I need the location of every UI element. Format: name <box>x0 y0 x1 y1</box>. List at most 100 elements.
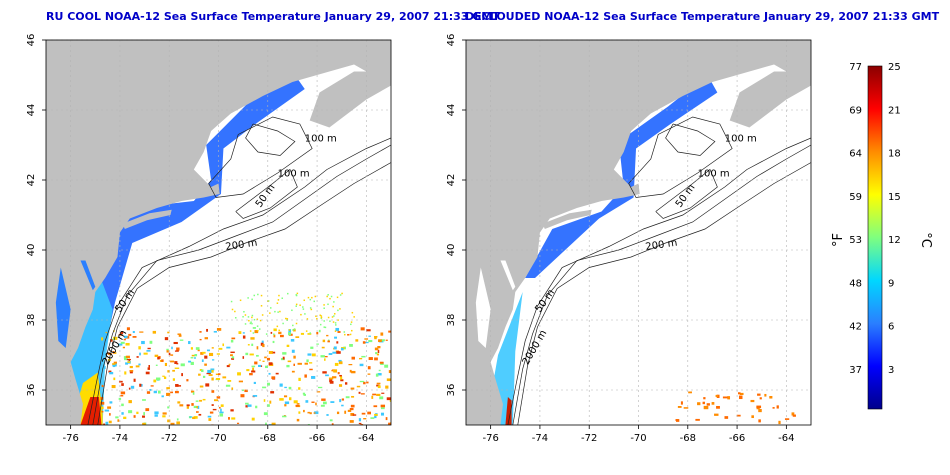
sst-pixel <box>330 401 335 403</box>
sst-pixel <box>249 353 254 356</box>
celsius-axis-label: °C <box>918 232 933 248</box>
sst-pixel <box>211 347 214 349</box>
sst-pixel <box>327 340 330 343</box>
sst-pixel <box>764 393 767 397</box>
sst-pixel <box>335 350 339 352</box>
sst-pixel <box>339 399 342 403</box>
sst-pixel <box>179 404 184 407</box>
sst-pixel <box>388 422 391 425</box>
sst-pixel <box>288 329 291 331</box>
sst-pixel <box>161 395 164 398</box>
sst-pixel <box>303 299 306 302</box>
sst-pixel <box>268 424 273 425</box>
sst-pixel <box>302 308 305 310</box>
fahrenheit-tick-label: 48 <box>849 278 862 289</box>
sst-pixel <box>377 349 380 353</box>
sst-pixel <box>329 320 331 322</box>
map-layers <box>466 40 811 425</box>
sst-pixel <box>381 392 385 394</box>
sst-pixel <box>109 413 111 416</box>
sst-pixel <box>216 396 221 399</box>
sst-pixel <box>737 392 741 395</box>
sst-pixel <box>200 352 204 355</box>
sst-pixel <box>359 380 365 383</box>
sst-pixel <box>329 419 333 422</box>
sst-pixel <box>303 409 305 413</box>
sst-pixel <box>133 378 136 382</box>
sst-pixel <box>353 316 355 318</box>
sst-pixel <box>189 416 193 418</box>
sst-pixel <box>361 412 366 415</box>
sst-pixel <box>209 411 214 414</box>
sst-pixel <box>244 323 247 325</box>
sst-pixel <box>176 385 182 387</box>
sst-pixel <box>292 329 294 331</box>
sst-pixel <box>268 372 271 375</box>
sst-pixel <box>162 412 167 415</box>
sst-pixel <box>240 394 245 398</box>
sst-pixel <box>202 375 206 378</box>
sst-pixel <box>195 347 200 350</box>
sst-pixel <box>251 417 255 421</box>
sst-pixel <box>276 325 279 328</box>
sst-pixel <box>349 369 352 373</box>
sst-pixel <box>269 307 272 309</box>
celsius-tick-label: 3 <box>888 365 894 376</box>
sst-pixel <box>149 340 153 344</box>
sst-pixel <box>118 334 123 336</box>
sst-pixel <box>310 346 314 349</box>
sst-pixel <box>277 311 279 313</box>
sst-pixel <box>222 376 227 379</box>
sst-pixel <box>216 328 222 331</box>
lon-tick-label: -74 <box>112 433 128 444</box>
sst-pixel <box>296 418 300 422</box>
sst-pixel <box>367 373 371 375</box>
sst-pixel <box>149 388 152 391</box>
fahrenheit-tick-label: 64 <box>849 149 862 160</box>
sst-pixel <box>332 376 337 379</box>
sst-pixel <box>327 294 329 296</box>
sst-pixel <box>274 310 276 313</box>
sst-pixel <box>309 362 313 364</box>
sst-pixel <box>226 346 231 349</box>
sst-pixel <box>120 391 126 395</box>
sst-pixel <box>389 400 391 402</box>
sst-pixel <box>390 328 391 332</box>
sst-pixel <box>759 397 762 400</box>
sst-pixel <box>340 376 343 380</box>
sst-pixel <box>198 373 201 376</box>
sst-pixel <box>273 334 276 338</box>
sst-pixel <box>374 415 377 419</box>
sst-pixel <box>792 414 796 417</box>
sst-pixel <box>220 404 224 407</box>
sst-pixel <box>246 369 250 372</box>
sst-pixel <box>322 401 327 405</box>
sst-pixel <box>377 345 381 349</box>
sst-pixel <box>283 395 288 398</box>
sst-pixel <box>117 343 123 346</box>
sst-pixel <box>252 367 255 371</box>
sst-pixel <box>101 384 104 388</box>
sst-pixel <box>384 364 389 368</box>
sst-pixel <box>347 334 350 336</box>
sst-pixel <box>385 417 388 421</box>
sst-pixel <box>319 314 321 317</box>
sst-pixel <box>112 365 116 368</box>
sst-pixel <box>157 390 161 394</box>
lon-tick-label: -66 <box>309 433 325 444</box>
fahrenheit-tick-label: 59 <box>849 192 862 203</box>
sst-pixel <box>345 396 350 399</box>
sst-pixel <box>211 404 214 406</box>
sst-pixel <box>277 299 280 301</box>
sst-pixel <box>367 411 372 415</box>
sst-pixel <box>307 424 310 425</box>
sst-pixel <box>333 315 335 317</box>
sst-pixel <box>199 338 202 341</box>
sst-pixel <box>368 340 373 343</box>
sst-pixel <box>337 372 340 375</box>
sst-pixel <box>286 318 289 320</box>
lon-tick-label: -66 <box>729 433 745 444</box>
sst-pixel <box>279 334 284 338</box>
delaware-bay <box>500 260 516 291</box>
